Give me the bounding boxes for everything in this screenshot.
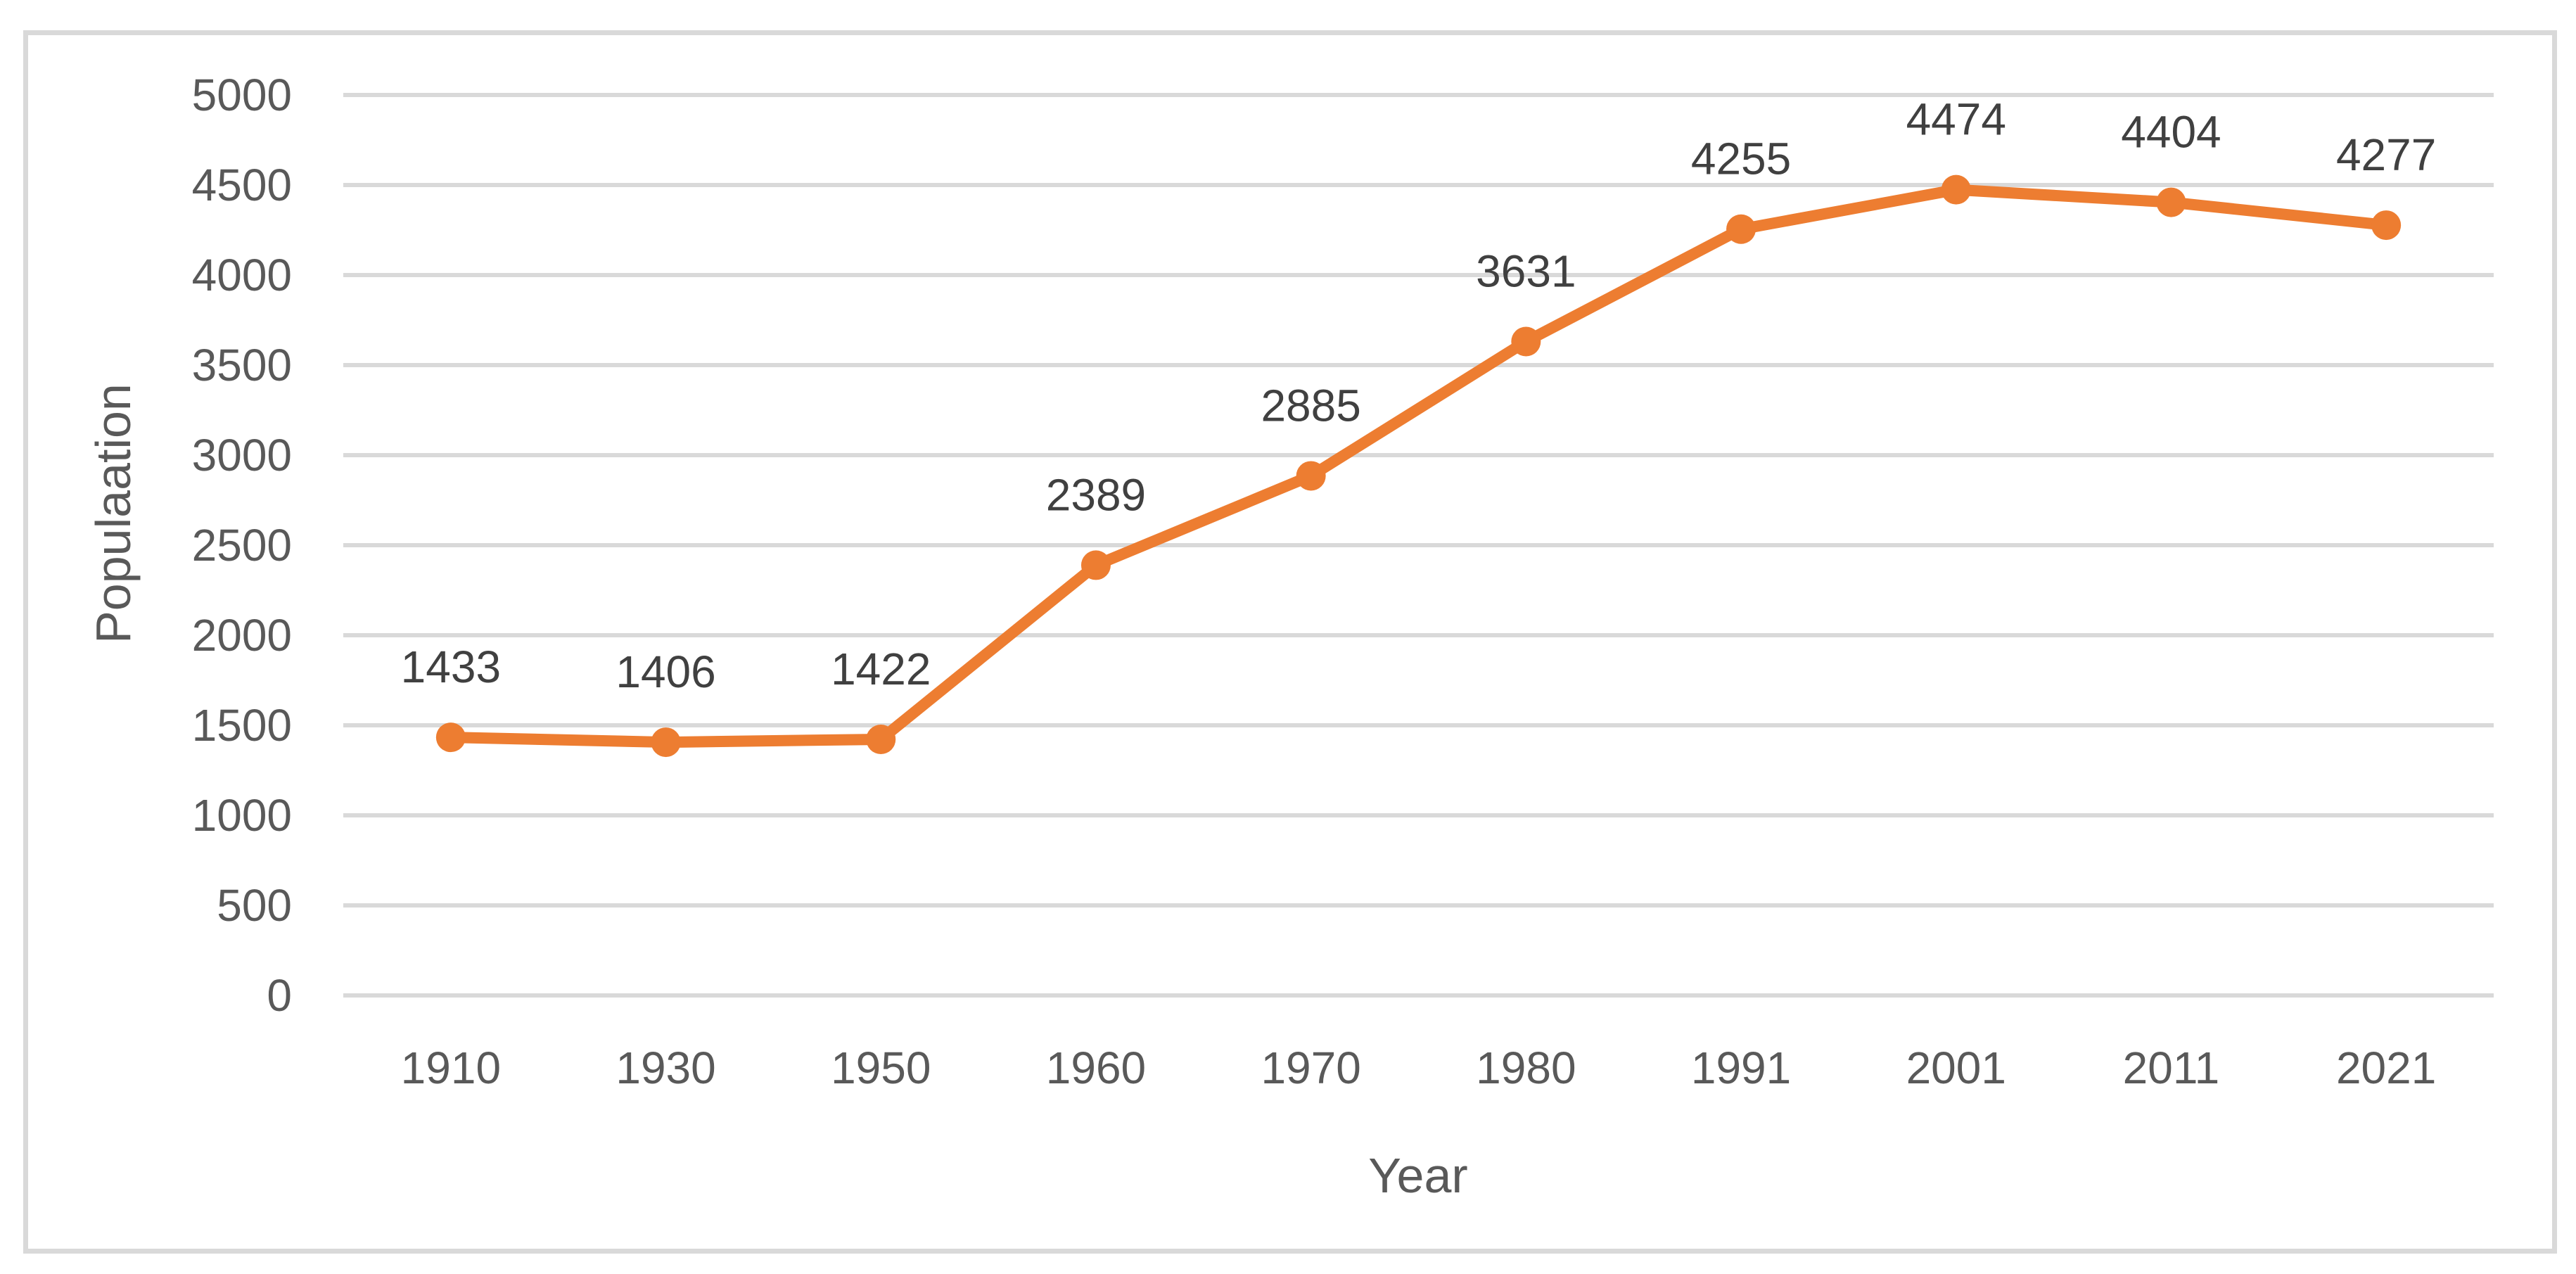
x-tick-label: 1980 (1476, 1043, 1576, 1093)
data-label: 4277 (2336, 129, 2436, 180)
data-label: 1433 (401, 642, 501, 692)
y-tick-label: 1000 (192, 790, 292, 841)
x-axis-ticks-group: 1910 1930 1950 1960 1970 1980 1991 2001 2011 2021 (401, 1043, 2437, 1093)
x-tick-label: 2001 (1906, 1043, 2006, 1093)
y-tick-label: 3000 (192, 430, 292, 480)
x-tick-label: 1970 (1261, 1043, 1360, 1093)
x-tick-label: 1930 (616, 1043, 715, 1093)
data-label: 3631 (1476, 246, 1576, 296)
y-tick-label: 2500 (192, 520, 292, 571)
data-label: 1422 (831, 644, 931, 694)
y-tick-label: 2000 (192, 610, 292, 661)
data-label: 4404 (2121, 107, 2221, 158)
y-tick-label: 3500 (192, 340, 292, 390)
x-tick-label: 2011 (2123, 1043, 2220, 1093)
gridlines-group (343, 93, 2494, 998)
y-tick-label: 1500 (192, 700, 292, 751)
chart-border-frame (23, 30, 2557, 1254)
data-point-marker (1511, 326, 1541, 357)
data-point-marker (2156, 187, 2186, 217)
data-point-marker (651, 727, 681, 758)
data-label: 4474 (1906, 94, 2006, 145)
series-line (445, 184, 2392, 749)
data-point-marker (866, 724, 896, 754)
data-point-marker (2371, 210, 2402, 241)
y-tick-label: 4000 (192, 250, 292, 300)
data-point-marker (1941, 174, 1971, 205)
data-label: 1406 (616, 646, 715, 697)
data-point-marker (1726, 214, 1756, 244)
data-label: 2885 (1261, 380, 1360, 431)
series-group (435, 174, 2402, 758)
y-tick-label: 4500 (192, 160, 292, 210)
data-point-marker (1296, 461, 1326, 491)
x-tick-label: 1950 (831, 1043, 931, 1093)
x-tick-label: 1960 (1046, 1043, 1146, 1093)
x-tick-label: 2021 (2336, 1043, 2436, 1093)
data-label: 2389 (1046, 469, 1146, 520)
data-label: 4255 (1691, 134, 1791, 184)
data-point-marker (435, 722, 466, 753)
x-tick-label: 1910 (401, 1043, 501, 1093)
y-tick-label: 0 (267, 970, 292, 1021)
x-axis-title: Year (1368, 1148, 1467, 1203)
x-tick-label: 1991 (1691, 1043, 1791, 1093)
data-labels-group: 1433 1406 1422 2389 2885 3631 4255 4474 4404 4277 (401, 94, 2437, 697)
y-axis-ticks-group: 0 500 1000 1500 2000 2500 3000 3500 4000 4500 5000 (192, 70, 292, 1021)
y-tick-label: 500 (217, 880, 292, 931)
y-tick-label: 5000 (192, 70, 292, 120)
y-axis-title: Populaation (86, 383, 141, 644)
data-point-marker (1080, 550, 1111, 580)
